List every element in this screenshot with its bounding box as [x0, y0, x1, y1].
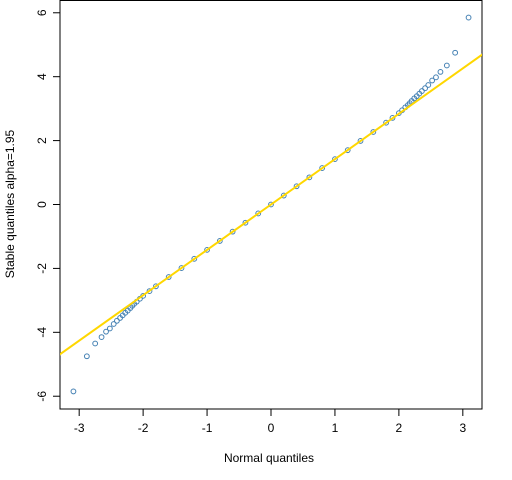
x-axis: -3 -2 -1 0 1 2 3 — [74, 409, 466, 435]
x-tick-label: -3 — [74, 421, 85, 435]
data-point — [98, 334, 105, 341]
y-axis-title: Stable quantiles alpha=1.95 — [3, 129, 17, 278]
data-point — [425, 82, 432, 88]
data-point — [306, 174, 313, 181]
data-point — [357, 138, 364, 144]
data-point — [178, 265, 185, 271]
y-tick-label: -6 — [35, 391, 49, 402]
data-point — [83, 353, 90, 360]
data-point — [465, 14, 472, 21]
data-point — [319, 165, 326, 171]
data-point — [204, 246, 210, 253]
data-point — [293, 183, 300, 190]
data-point — [242, 219, 249, 226]
data-point — [370, 129, 377, 135]
x-axis-title: Normal quantiles — [224, 451, 314, 465]
x-tick-label: 3 — [459, 421, 466, 435]
x-tick-label: 2 — [396, 421, 403, 435]
y-tick-label: 2 — [35, 137, 49, 144]
data-point — [280, 192, 287, 199]
points — [70, 14, 472, 395]
data-point — [92, 340, 99, 347]
data-point — [106, 325, 113, 332]
data-point — [344, 147, 351, 154]
data-point — [146, 288, 153, 294]
data-point — [70, 388, 77, 395]
data-point — [433, 74, 439, 81]
x-tick-label: -1 — [202, 421, 213, 435]
data-point — [422, 85, 428, 92]
data-point — [268, 201, 274, 208]
y-axis: -6 -4 -2 0 2 4 6 — [35, 9, 60, 402]
reference-line — [60, 53, 482, 356]
data-point — [229, 228, 236, 235]
x-tick-label: 1 — [332, 421, 339, 435]
data-point — [103, 328, 109, 335]
data-point — [383, 119, 389, 126]
y-tick-label: 6 — [35, 9, 49, 16]
data-point — [114, 317, 120, 324]
data-point — [165, 274, 172, 280]
x-tick-label: 0 — [268, 421, 275, 435]
data-point — [153, 283, 159, 290]
data-point — [443, 62, 450, 69]
y-tick-label: 4 — [35, 73, 49, 80]
data-point — [429, 77, 436, 84]
data-point — [332, 156, 338, 163]
y-tick-label: -2 — [35, 263, 49, 274]
data-point — [437, 68, 444, 75]
data-point — [452, 49, 459, 56]
data-point — [255, 210, 262, 217]
data-point — [191, 255, 198, 262]
data-point — [389, 115, 396, 121]
data-point — [110, 321, 117, 327]
y-tick-label: 0 — [35, 201, 49, 208]
y-tick-label: -4 — [35, 327, 49, 338]
plot-area — [60, 14, 482, 395]
x-tick-label: -2 — [138, 421, 149, 435]
data-point — [216, 238, 223, 244]
data-point — [418, 88, 425, 94]
